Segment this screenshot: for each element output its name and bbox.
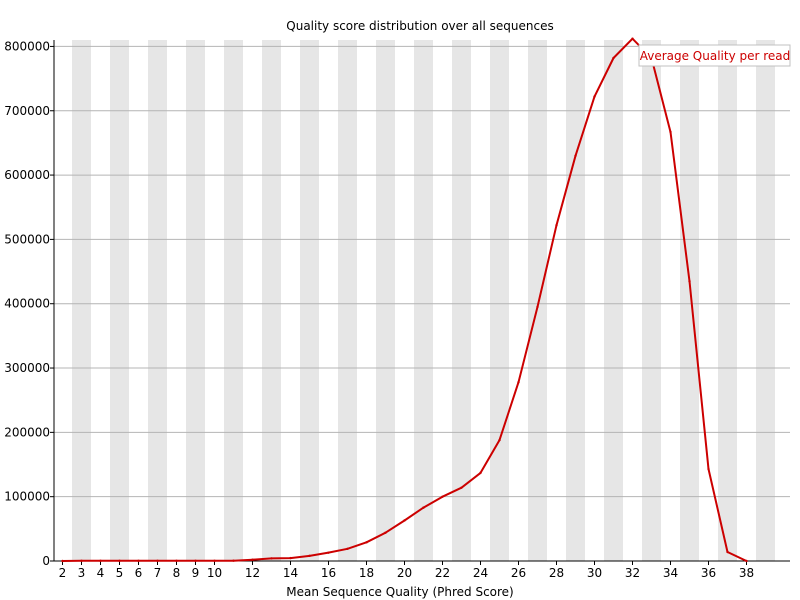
data-point [365,541,368,544]
data-point [270,557,273,560]
x-tick-label: 8 [173,566,181,580]
x-tick-label: 26 [511,566,526,580]
x-tick-label: 32 [625,566,640,580]
data-point [213,559,216,563]
x-tick-label: 36 [701,566,716,580]
background-band [756,40,775,561]
background-band [300,40,319,561]
data-point [688,280,691,283]
data-point [612,56,615,60]
background-band [72,40,91,561]
background-band [224,40,243,561]
x-tick-label: 10 [207,566,222,580]
data-point [479,471,482,475]
background-band [414,40,433,561]
background-band [186,40,205,561]
background-band [604,40,623,561]
background-band [148,40,167,561]
x-tick-label: 34 [663,566,678,580]
data-point [118,559,121,563]
background-band [718,40,737,561]
data-point [745,559,748,563]
chart-title: Quality score distribution over all sequ… [286,19,553,33]
background-band [566,40,585,561]
x-tick-label: 38 [739,566,754,580]
x-tick-label: 6 [135,566,143,580]
data-point [460,486,463,489]
data-point [137,559,140,563]
data-point [289,556,292,560]
data-point [593,95,596,98]
x-axis-label: Mean Sequence Quality (Phred Score) [286,585,514,599]
alternating-background-bands [72,40,775,561]
data-point [194,559,197,563]
y-tick-label: 100000 [4,490,50,504]
data-point [498,438,501,442]
y-tick-label: 500000 [4,232,50,246]
x-tick-label: 2 [59,566,67,580]
background-band [338,40,357,561]
y-tick-label: 400000 [4,297,50,311]
x-tick-label: 22 [435,566,450,580]
data-point [346,547,349,550]
x-tick-label: 5 [116,566,124,580]
x-tick-label: 9 [192,566,200,580]
background-band [680,40,699,561]
x-tick-label: 12 [245,566,260,580]
data-point [384,531,387,534]
background-band [262,40,281,561]
y-tick-label: 200000 [4,425,50,439]
data-point [574,154,577,157]
x-tick-label: 24 [473,566,488,580]
data-point [61,559,64,563]
x-tick-label: 3 [78,566,86,580]
data-point [175,559,178,563]
legend-entry: Average Quality per read [640,49,791,63]
data-point [536,305,539,309]
data-point [327,551,330,554]
data-point [156,559,159,563]
x-tick-label: 4 [97,566,105,580]
background-band [452,40,471,561]
x-tick-label: 7 [154,566,162,580]
x-tick-label: 14 [283,566,298,580]
x-tick-label: 16 [321,566,336,580]
data-point [517,380,520,384]
x-axis-ticks: 2 3 4 5 6 7 8 9 10 12 14 16 18 20 22 24 26 28 30 32 34 36 38 [59,561,754,580]
data-point [308,554,311,558]
x-tick-label: 30 [587,566,602,580]
data-point [422,506,425,509]
data-point [726,550,729,554]
background-band [642,40,661,561]
y-axis-ticks: 0 100000 200000 300000 400000 500000 600000 700… [4,39,54,568]
data-point [631,37,634,40]
data-point [80,559,83,563]
legend: Average Quality per read [638,44,791,67]
data-point [669,130,672,134]
background-band [528,40,547,561]
x-tick-label: 18 [359,566,374,580]
data-point [555,224,558,227]
x-tick-label: 28 [549,566,564,580]
background-band [110,40,129,561]
y-tick-label: 700000 [4,104,50,118]
data-point [707,467,710,471]
legend-box [638,44,791,67]
data-point [232,559,235,562]
x-tick-label: 20 [397,566,412,580]
y-tick-label: 300000 [4,361,50,375]
data-point [441,495,444,498]
y-tick-label: 800000 [4,39,50,53]
data-point [403,519,406,522]
y-tick-label: 0 [42,554,50,568]
data-point [251,558,254,561]
series-lines [61,37,748,563]
background-band [376,40,395,561]
y-tick-label: 600000 [4,168,50,182]
data-point [99,559,102,563]
background-band [490,40,509,561]
